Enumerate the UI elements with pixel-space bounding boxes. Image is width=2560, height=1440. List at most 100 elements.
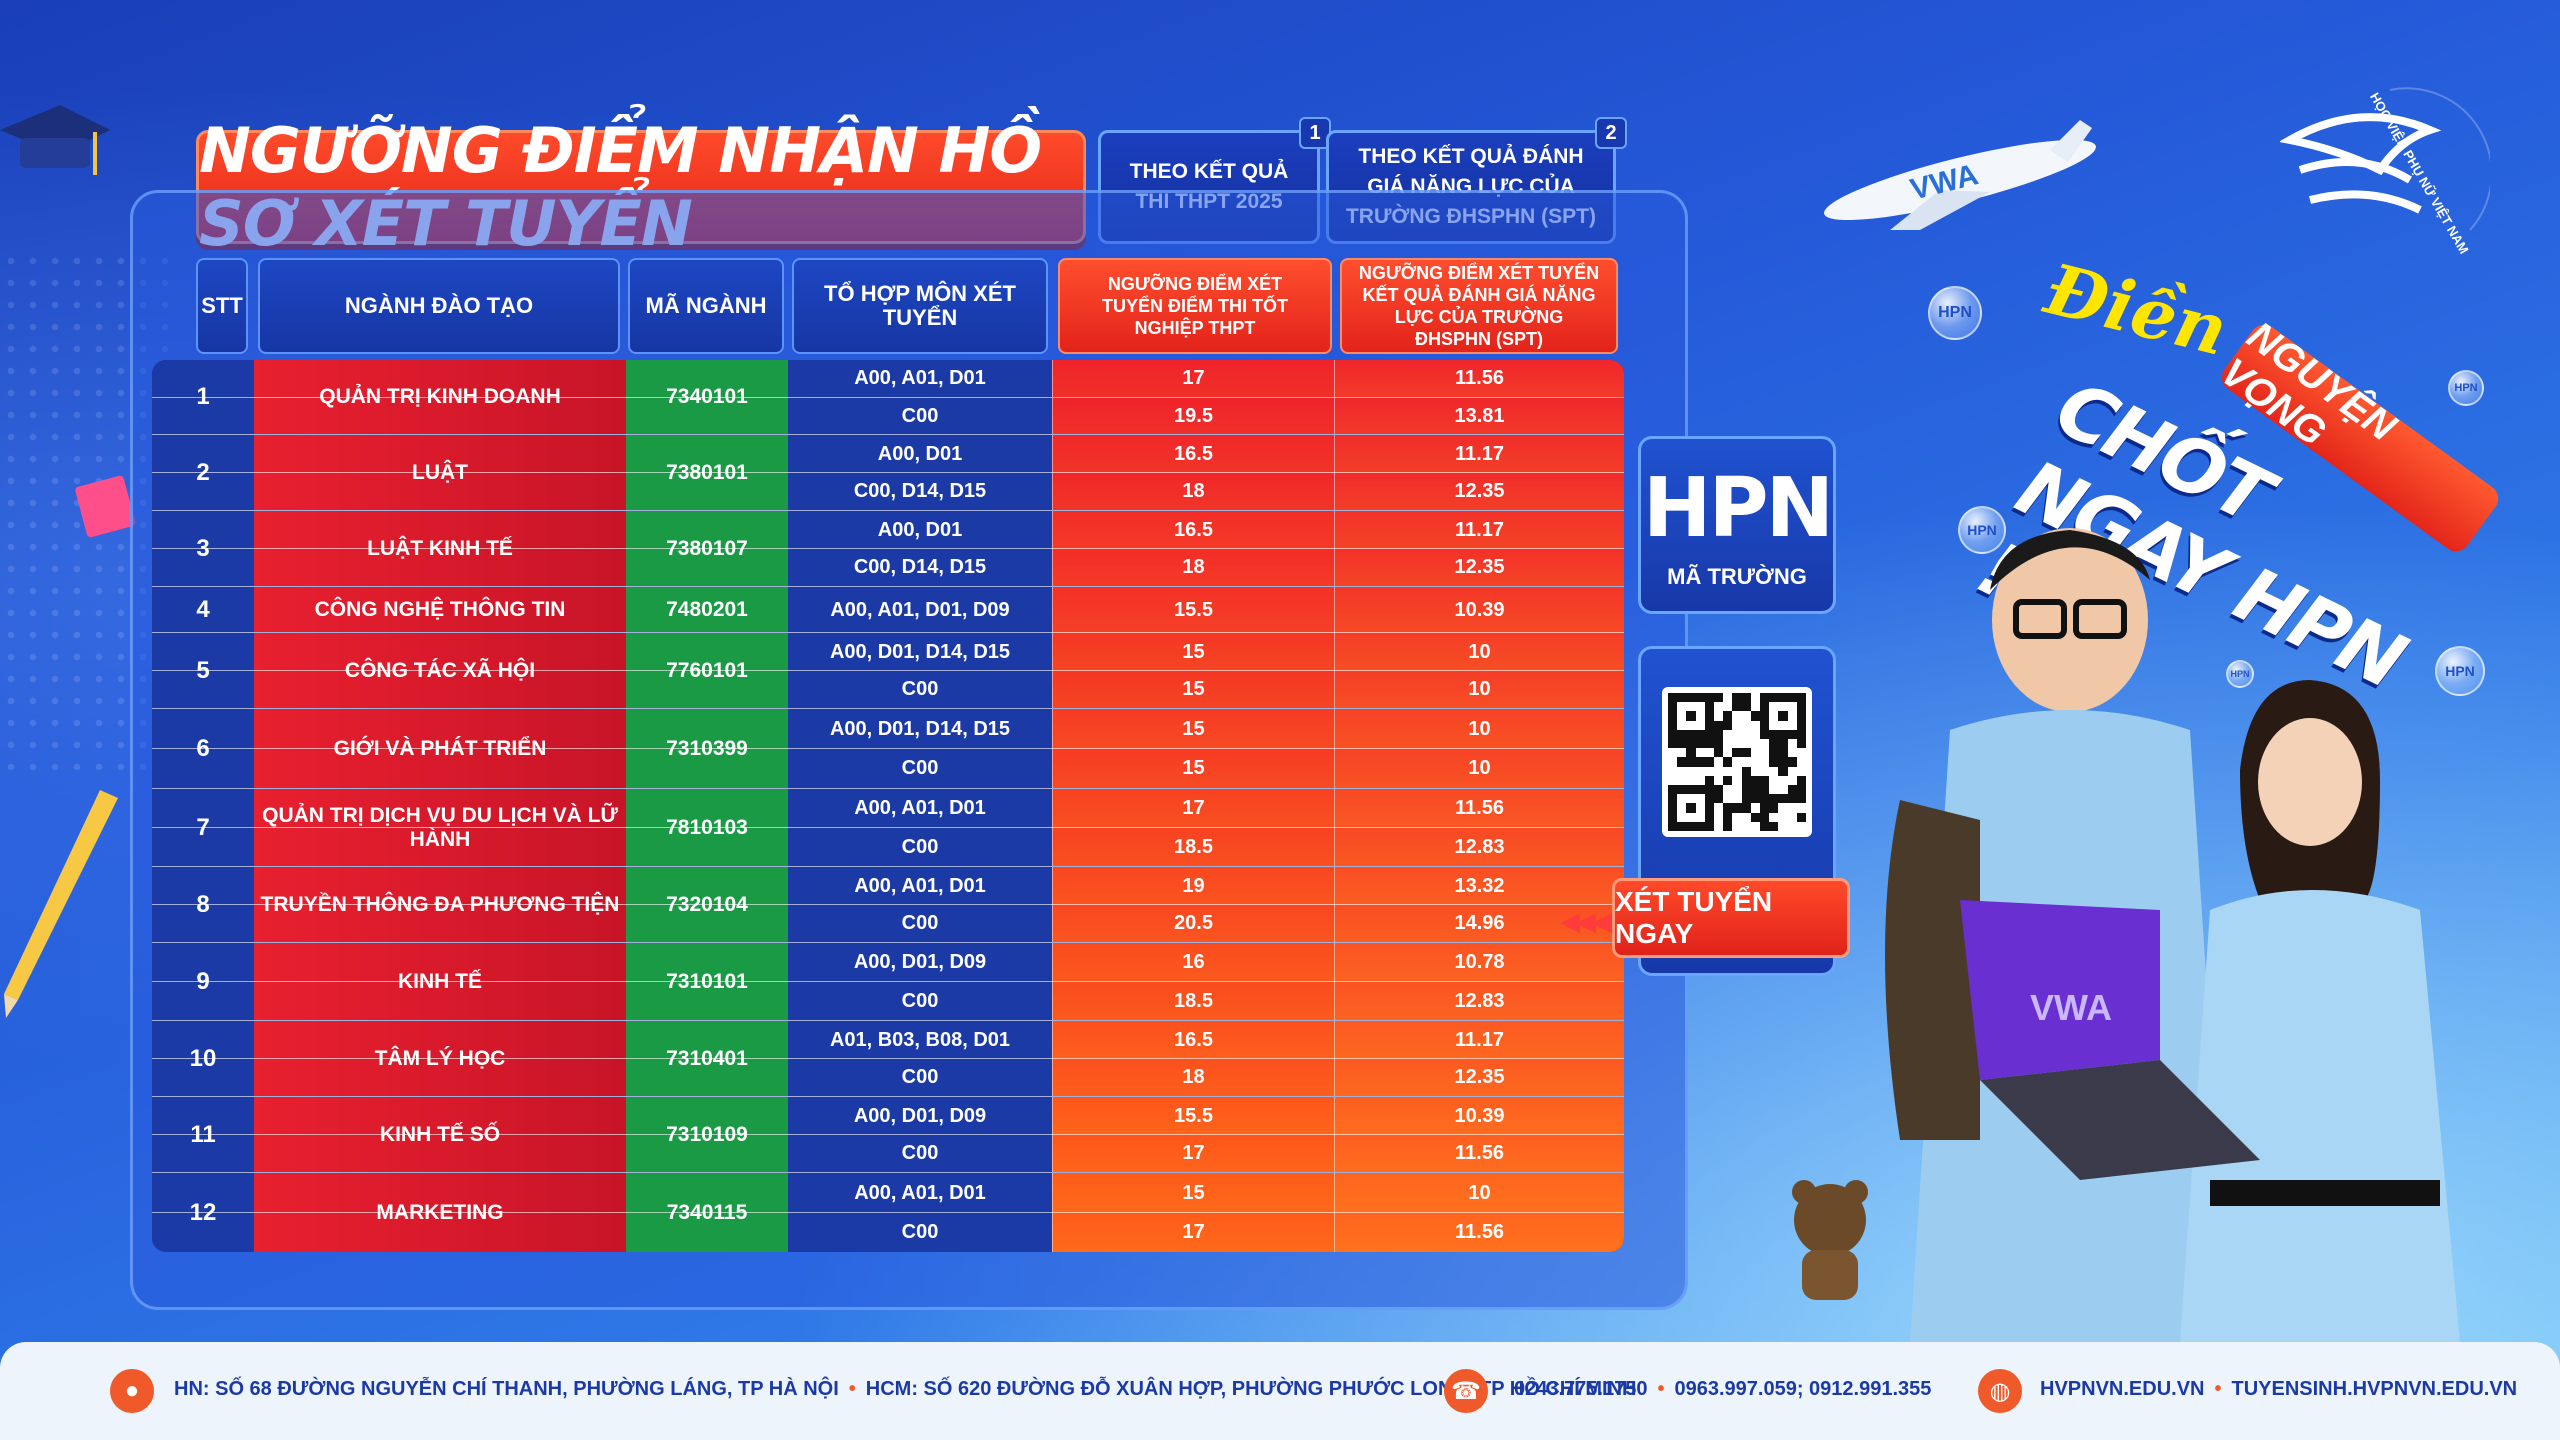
pencil-icon — [4, 790, 118, 1018]
row-stt: 4 — [152, 587, 254, 632]
sub-row: C00 17 11.56 — [152, 1134, 1624, 1172]
row-spt-threshold: 10 — [1334, 1173, 1624, 1213]
phone-2[interactable]: 0963.997.059; 0912.991.355 — [1674, 1378, 1932, 1400]
location-pin-icon: ● — [110, 1369, 154, 1413]
globe-icon: ◍ — [1978, 1369, 2022, 1413]
row-combination: C00 — [788, 749, 1052, 788]
row-spt-threshold: 10.78 — [1334, 943, 1624, 982]
row-spt-threshold: 11.56 — [1334, 789, 1624, 828]
sub-row: A00, D01, D14, D15 15 10 — [152, 709, 1624, 749]
table-row: 6 GIỚI VÀ PHÁT TRIỂN 7310399 A00, D01, D14,… — [152, 708, 1624, 788]
row-spt-threshold: 13.32 — [1334, 867, 1624, 905]
row-spt-threshold: 12.35 — [1334, 473, 1624, 510]
header-stt: STT — [196, 258, 248, 354]
table-row: 4 CÔNG NGHỆ THÔNG TIN 7480201 A00, A01, D01… — [152, 586, 1624, 633]
phone-icon: ☎ — [1444, 1369, 1488, 1413]
sub-row: A01, B03, B08, D01 16.5 11.17 — [152, 1021, 1624, 1059]
book-icon — [75, 475, 136, 538]
row-spt-threshold: 11.56 — [1334, 1213, 1624, 1252]
table-row: 11 KINH TẾ SỐ 7310109 A00, D01, D09 15.5 10.3… — [152, 1096, 1624, 1172]
footer-addresses: HN: SỐ 68 ĐƯỜNG NGUYỄN CHÍ THANH, PHƯỜNG… — [174, 1378, 1637, 1400]
row-thpt-threshold: 15 — [1052, 709, 1334, 749]
row-spt-threshold: 11.17 — [1334, 1021, 1624, 1059]
sub-row: A00, A01, D01 17 11.56 — [152, 789, 1624, 828]
header-name: NGÀNH ĐÀO TẠO — [258, 258, 620, 354]
row-combination: A00, A01, D01 — [788, 360, 1052, 397]
table-row: 10 TÂM LÝ HỌC 7310401 A01, B03, B08, D01 16.… — [152, 1020, 1624, 1096]
table-header: STT NGÀNH ĐÀO TẠO MÃ NGÀNH TỔ HỢP MÔN XÉ… — [0, 258, 1700, 354]
row-spt-threshold: 12.35 — [1334, 549, 1624, 586]
row-combination: A00, D01, D09 — [788, 943, 1052, 982]
row-thpt-threshold: 15 — [1052, 1173, 1334, 1213]
slogan-fill: Điền — [2037, 247, 2236, 372]
qr-code[interactable] — [1662, 687, 1812, 837]
sub-row: C00 15 10 — [152, 670, 1624, 708]
row-combination: A00, A01, D01 — [788, 1173, 1052, 1213]
row-combination: A00, A01, D01, D09 — [788, 587, 1052, 633]
row-spt-threshold: 11.56 — [1334, 1135, 1624, 1172]
row-thpt-threshold: 17 — [1052, 1213, 1334, 1252]
row-thpt-threshold: 15 — [1052, 749, 1334, 788]
row-thpt-threshold: 17 — [1052, 360, 1334, 397]
sub-row: C00 20.5 14.96 — [152, 904, 1624, 942]
phone-1[interactable]: 0243.775.1750 — [1514, 1378, 1648, 1400]
website-2[interactable]: TUYENSINH.HVPNVN.EDU.VN — [2231, 1378, 2518, 1400]
table-row: 5 CÔNG TÁC XÃ HỘI 7760101 A00, D01, D14, D1… — [152, 632, 1624, 708]
row-thpt-threshold: 16.5 — [1052, 511, 1334, 549]
table-row: 1 QUẢN TRỊ KINH DOANH 7340101 A00, A01, D01… — [152, 360, 1624, 434]
row-thpt-threshold: 19.5 — [1052, 398, 1334, 434]
row-thpt-threshold: 20.5 — [1052, 905, 1334, 942]
table-body: 1 QUẢN TRỊ KINH DOANH 7340101 A00, A01, D01… — [152, 360, 1624, 1252]
footer-phones: 0243.775.1750 • 0963.997.059; 0912.991.355 — [1514, 1378, 1932, 1400]
row-thpt-threshold: 17 — [1052, 789, 1334, 828]
graduation-cap-icon — [0, 105, 110, 175]
row-thpt-threshold: 15.5 — [1052, 1097, 1334, 1135]
footer-websites: HVPNVN.EDU.VN • TUYENSINH.HVPNVN.EDU.VN — [2040, 1378, 2518, 1400]
row-spt-threshold: 10.39 — [1334, 1097, 1624, 1135]
sub-row: C00 18 12.35 — [152, 1058, 1624, 1096]
table-row: 12 MARKETING 7340115 A00, A01, D01 15 10 C00 17… — [152, 1172, 1624, 1252]
sub-row: C00 18.5 12.83 — [152, 981, 1624, 1020]
row-spt-threshold: 11.56 — [1334, 360, 1624, 397]
method-2-number: 2 — [1595, 117, 1627, 149]
hpn-bubble: HPN — [2448, 370, 2484, 406]
sub-row: A00, A01, D01 17 11.56 — [152, 360, 1624, 397]
sub-row: A00, D01, D14, D15 15 10 — [152, 633, 1624, 671]
website-1[interactable]: HVPNVN.EDU.VN — [2040, 1378, 2205, 1400]
row-combination: C00 — [788, 1135, 1052, 1172]
sub-row: C00 19.5 13.81 — [152, 397, 1624, 434]
hpn-bubble: HPN — [2226, 660, 2254, 688]
apply-now-button[interactable]: XÉT TUYỂN NGAY — [1612, 878, 1850, 958]
hpn-bubble: HPN — [1928, 286, 1982, 340]
row-combination: A00, D01 — [788, 511, 1052, 549]
school-code: HPN — [1642, 460, 1834, 556]
row-combination: A00, D01, D09 — [788, 1097, 1052, 1135]
row-combination: C00 — [788, 982, 1052, 1020]
row-spt-threshold: 12.83 — [1334, 828, 1624, 866]
header-code: MÃ NGÀNH — [628, 258, 784, 354]
students-illustration: VWA — [1792, 528, 2460, 1342]
row-thpt-threshold: 18 — [1052, 473, 1334, 510]
row-thpt-threshold: 16.5 — [1052, 435, 1334, 473]
sub-row: A00, A01, D01 19 13.32 — [152, 867, 1624, 905]
row-combination: C00 — [788, 828, 1052, 866]
row-combination: A00, D01, D14, D15 — [788, 633, 1052, 671]
row-combination: C00 — [788, 671, 1052, 708]
row-thpt-threshold: 16 — [1052, 943, 1334, 982]
row-spt-threshold: 11.17 — [1334, 511, 1624, 549]
footer: ● HN: SỐ 68 ĐƯỜNG NGUYỄN CHÍ THANH, PHƯỜ… — [0, 1342, 2560, 1440]
row-combination: C00 — [788, 1213, 1052, 1252]
sub-row: A00, D01, D09 15.5 10.39 — [152, 1097, 1624, 1135]
row-thpt-threshold: 15 — [1052, 633, 1334, 671]
row-combination: A01, B03, B08, D01 — [788, 1021, 1052, 1059]
sub-row: A00, D01 16.5 11.17 — [152, 435, 1624, 473]
row-thpt-threshold: 18 — [1052, 549, 1334, 586]
row-combination: C00 — [788, 1059, 1052, 1096]
sub-row: C00 17 11.56 — [152, 1212, 1624, 1252]
row-combination: A00, A01, D01 — [788, 867, 1052, 905]
row-major-code: 7480201 — [626, 587, 788, 632]
sub-row: C00, D14, D15 18 12.35 — [152, 548, 1624, 586]
row-combination: C00, D14, D15 — [788, 549, 1052, 586]
row-spt-threshold: 12.35 — [1334, 1059, 1624, 1096]
sub-row: A00, D01, D09 16 10.78 — [152, 943, 1624, 982]
